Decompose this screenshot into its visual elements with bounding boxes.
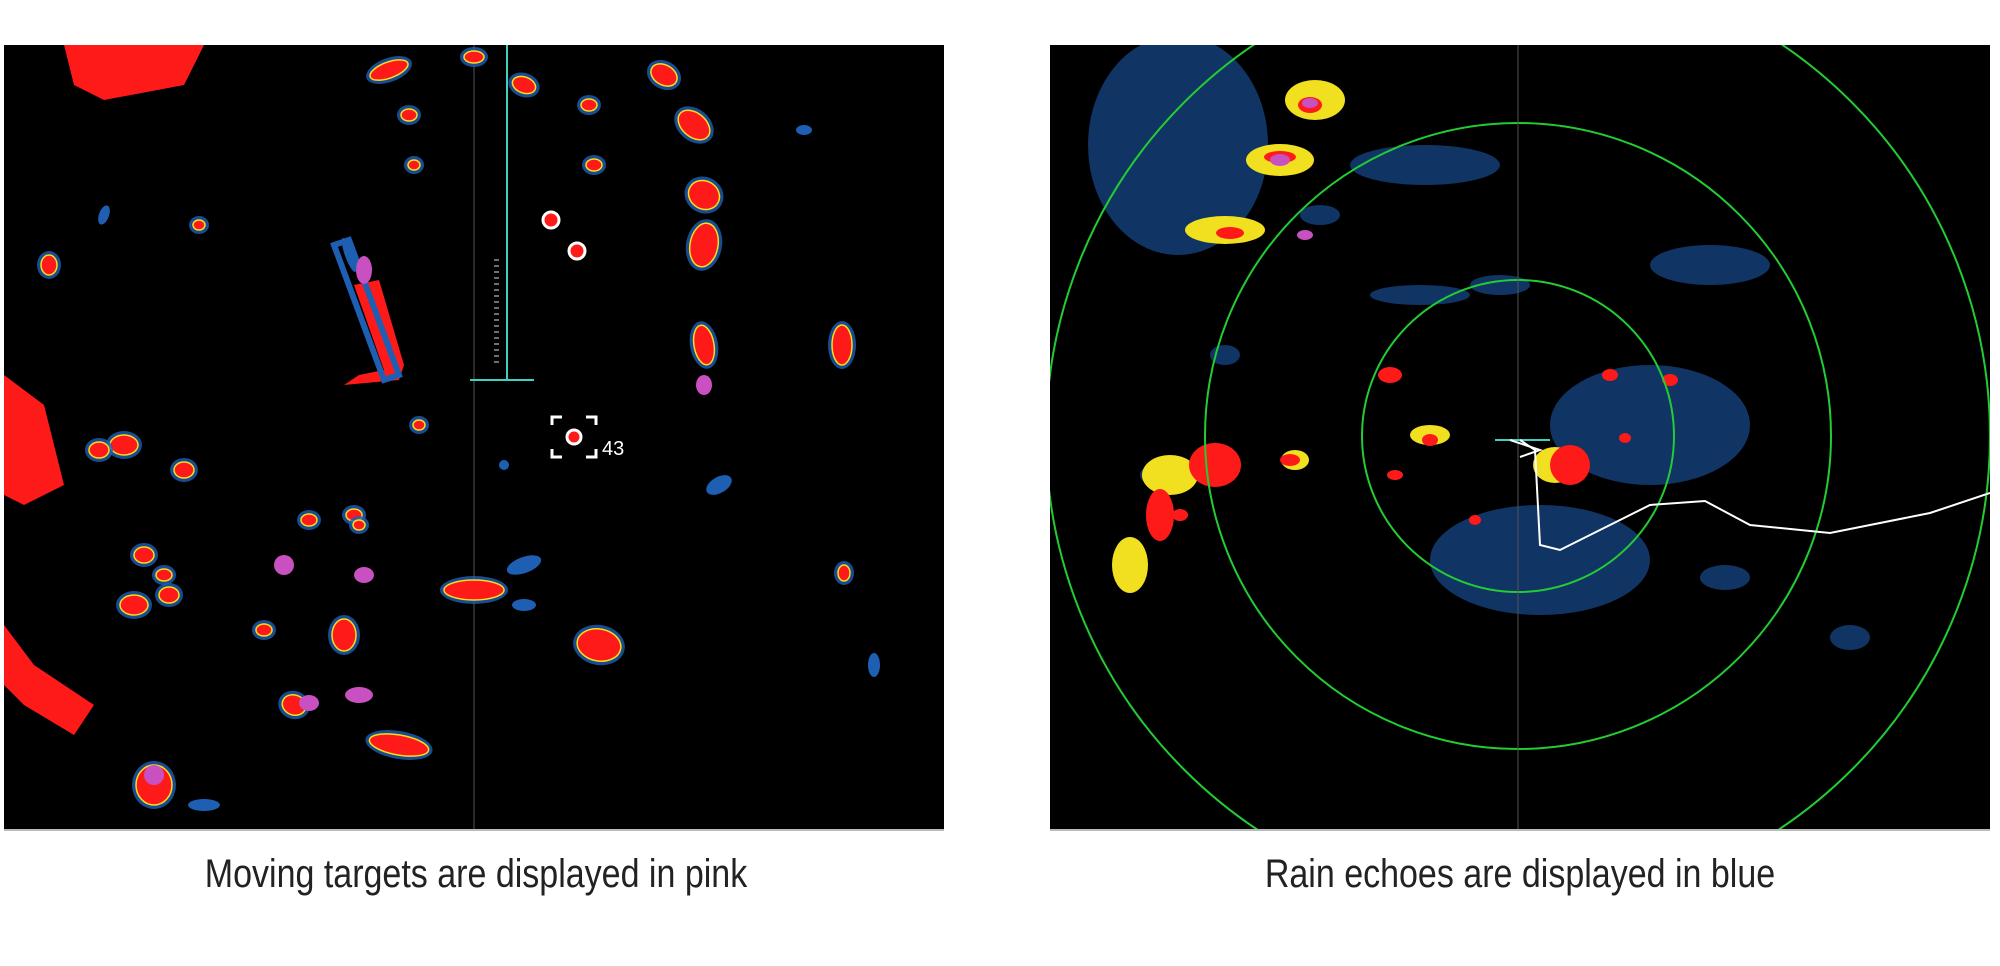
land-echo: [831, 324, 853, 366]
heavy-rain-echo: [1142, 455, 1198, 495]
land-echo: [1550, 445, 1590, 485]
rain-echo: [706, 475, 732, 495]
land-echo: [692, 324, 716, 366]
radar-image-right: [1050, 45, 1990, 829]
rain-echo-area: [1088, 45, 1268, 255]
land-echo: [369, 59, 409, 81]
rain-echo-area: [1700, 565, 1750, 590]
rain-echo-area: [1650, 245, 1770, 285]
moving-target-echo: [1297, 230, 1313, 240]
rain-echo-area: [1300, 205, 1340, 225]
land-echo: [4, 625, 94, 735]
moving-target-echo: [1270, 154, 1290, 166]
moving-target-echo: [274, 555, 294, 575]
target-number-label: 43: [602, 438, 624, 460]
land-echo: [511, 75, 537, 95]
land-echo: [576, 628, 622, 662]
rain-echo: [98, 205, 110, 225]
rain-echo: [188, 799, 220, 811]
rain-echo: [506, 555, 542, 575]
own-ship-icon: [1509, 439, 1544, 458]
rain-echo: [512, 599, 536, 611]
moving-target-radar-view: 43: [4, 45, 944, 831]
land-echo: [1422, 434, 1438, 446]
rain-echo-area: [1370, 285, 1470, 305]
land-echo: [1662, 374, 1678, 386]
rain-echo: [499, 460, 509, 470]
rain-echo: [341, 238, 357, 272]
land-echo: [443, 579, 505, 601]
target-select-brackets-icon: [550, 415, 598, 459]
land-echo: [400, 108, 418, 122]
land-echo: [412, 419, 426, 431]
land-echo: [331, 618, 357, 652]
land-echo: [1189, 443, 1241, 487]
land-echo: [368, 733, 430, 757]
radar-image-left: 43: [4, 45, 880, 829]
land-echo: [1469, 515, 1481, 525]
heavy-rain-echo: [1112, 537, 1148, 593]
land-echo: [155, 568, 173, 582]
land-echo: [352, 519, 366, 531]
land-echo: [1378, 367, 1402, 383]
land-echo: [407, 159, 421, 171]
rain-echo: [796, 125, 812, 135]
coastline-track: [1519, 439, 1990, 552]
land-echo: [133, 546, 155, 564]
rain-echo: [868, 653, 880, 677]
caption-rain-echoes: Rain echoes are displayed in blue: [1264, 852, 1776, 896]
selected-target-icon: [565, 428, 583, 446]
land-echo: [677, 109, 711, 141]
pier-outline: [330, 236, 403, 384]
caption-moving-targets: Moving targets are displayed in pink: [204, 852, 748, 896]
land-echo: [40, 254, 58, 276]
land-echo: [688, 222, 720, 268]
land-echo: [119, 594, 149, 616]
land-echo: [837, 564, 851, 582]
land-echo: [4, 375, 64, 505]
land-echo: [64, 45, 204, 100]
land-echo: [88, 441, 110, 459]
pier-echo: [344, 280, 404, 385]
land-echo: [109, 434, 139, 456]
moving-target-echo: [345, 687, 373, 703]
land-echo: [1172, 509, 1188, 521]
rain-echo-area: [1350, 145, 1500, 185]
land-echo: [192, 219, 206, 231]
land-echo: [463, 50, 485, 64]
moving-target-echo: [354, 567, 374, 583]
tracked-target-icon: [541, 210, 561, 230]
moving-target-echo: [144, 765, 164, 785]
land-echo: [300, 513, 318, 527]
land-echo: [173, 461, 195, 479]
moving-target-echo: [696, 375, 712, 395]
rain-echo-radar-view: [1050, 45, 1990, 831]
land-echo: [687, 179, 721, 211]
tracked-target-icon: [567, 241, 587, 261]
land-echo: [1280, 454, 1300, 466]
rain-echo-area: [1550, 365, 1750, 485]
land-echo: [1216, 227, 1244, 239]
rain-echo-area: [1830, 625, 1870, 650]
land-echo: [1619, 433, 1631, 443]
moving-target-echo: [1302, 98, 1318, 108]
land-echo: [1387, 470, 1403, 480]
land-echo: [585, 158, 603, 172]
moving-target-echo: [356, 256, 372, 284]
land-echo: [255, 623, 273, 637]
land-echo: [158, 586, 180, 604]
land-echo: [1602, 369, 1618, 381]
moving-target-echo: [299, 695, 319, 711]
land-echo: [580, 98, 598, 112]
land-echo: [1146, 489, 1174, 541]
land-echo: [650, 63, 678, 87]
